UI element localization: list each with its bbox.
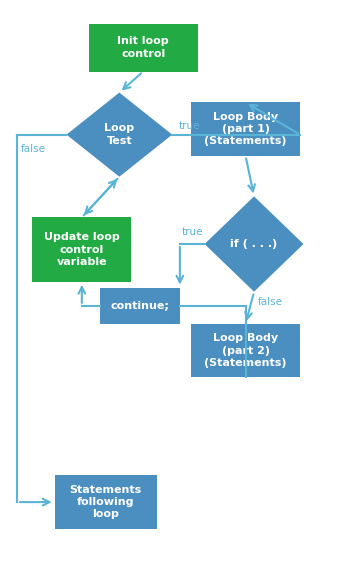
FancyBboxPatch shape <box>191 324 300 377</box>
Polygon shape <box>205 196 303 292</box>
Text: Statements
following
loop: Statements following loop <box>70 485 142 519</box>
Text: continue;: continue; <box>110 301 169 311</box>
Text: Update loop
control
variable: Update loop control variable <box>44 232 120 267</box>
FancyBboxPatch shape <box>55 476 157 528</box>
Text: true: true <box>179 121 201 131</box>
FancyBboxPatch shape <box>191 102 300 156</box>
Text: false: false <box>257 297 282 307</box>
Polygon shape <box>66 93 172 177</box>
FancyBboxPatch shape <box>32 218 131 282</box>
FancyBboxPatch shape <box>89 24 198 72</box>
Text: false: false <box>20 144 45 154</box>
Text: Loop Body
(part 1)
(Statements): Loop Body (part 1) (Statements) <box>204 112 287 146</box>
Text: Init loop
control: Init loop control <box>117 36 169 59</box>
Text: if ( . . .): if ( . . .) <box>231 239 278 249</box>
FancyBboxPatch shape <box>100 287 180 324</box>
Text: Loop Body
(part 2)
(Statements): Loop Body (part 2) (Statements) <box>204 333 287 368</box>
Text: true: true <box>181 227 203 237</box>
Text: Loop
Test: Loop Test <box>104 123 134 146</box>
